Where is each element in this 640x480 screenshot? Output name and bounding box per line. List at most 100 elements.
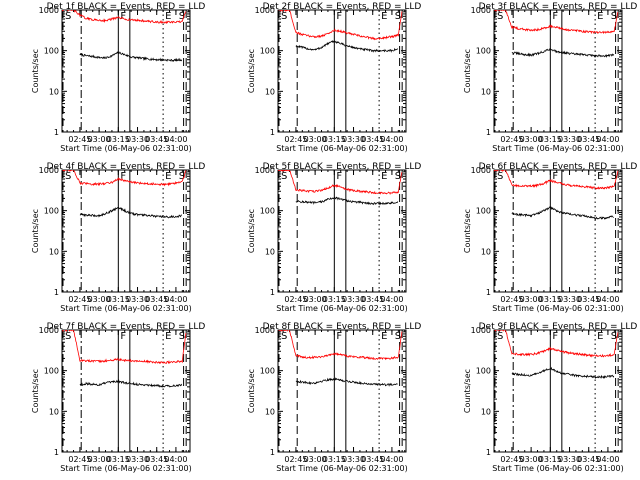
y-tick-label: 1 <box>270 288 275 297</box>
x-tick-label: 03:45 <box>577 295 600 304</box>
x-tick-label: 03:15 <box>539 455 562 464</box>
plot-frame <box>61 9 191 133</box>
x-tick-label: 03:30 <box>558 295 581 304</box>
event-marker-label: E <box>597 11 603 22</box>
lld-series-line <box>62 170 187 187</box>
chart-panel-4f: Det 4f BLACK = Events, RED = LLD 1 10 100 10… <box>31 162 205 313</box>
lld-series-line <box>278 10 403 41</box>
x-axis-title: Start Time (06-May-06 02:31:00) <box>60 464 191 473</box>
panel-title: Det 7f BLACK = Events, RED = LLD <box>47 322 206 332</box>
event-marker-label: S <box>395 11 401 22</box>
x-tick-label: 02:45 <box>500 295 523 304</box>
y-tick-label: 100 <box>476 207 491 216</box>
x-tick-label: 03:15 <box>107 295 130 304</box>
y-tick-label: 10 <box>481 87 491 96</box>
y-tick-label: 1 <box>270 448 275 457</box>
panel-title: Det 4f BLACK = Events, RED = LLD <box>47 162 206 172</box>
x-axis-title: Start Time (06-May-06 02:31:00) <box>492 144 623 153</box>
x-tick-label: 03:00 <box>520 295 543 304</box>
y-tick-label: 1000 <box>255 166 275 175</box>
x-tick-label: 03:45 <box>145 295 168 304</box>
x-axis-title: Start Time (06-May-06 02:31:00) <box>492 304 623 313</box>
y-tick-label: 1 <box>54 448 59 457</box>
y-tick-label: 1000 <box>471 6 491 15</box>
x-tick-label: 04:00 <box>164 295 187 304</box>
event-marker-label: E <box>381 11 387 22</box>
x-tick-label: 02:45 <box>284 455 307 464</box>
x-axis-title: Start Time (06-May-06 02:31:00) <box>60 304 191 313</box>
y-tick-label: 1 <box>54 128 59 137</box>
lld-series-line <box>494 10 619 35</box>
x-tick-label: 03:45 <box>361 135 384 144</box>
y-tick-label: 1 <box>486 288 491 297</box>
panel-title: Det 1f BLACK = Events, RED = LLD <box>47 2 206 12</box>
x-tick-label: 03:00 <box>520 455 543 464</box>
y-tick-label: 1000 <box>39 166 59 175</box>
event-marker-label: F <box>336 171 342 182</box>
x-tick-label: 03:45 <box>577 455 600 464</box>
chart-panel-6f: Det 6f BLACK = Events, RED = LLD 1 10 100 10… <box>463 162 637 313</box>
x-tick-label: 03:30 <box>342 135 365 144</box>
y-tick-label: 100 <box>476 367 491 376</box>
lld-series-line <box>494 170 619 190</box>
lld-series-line <box>278 170 403 195</box>
event-marker-label: F <box>120 331 126 342</box>
event-marker-label: S <box>65 11 71 22</box>
event-marker-label: F <box>552 331 558 342</box>
x-tick-label: 03:30 <box>126 455 149 464</box>
x-axis-title: Start Time (06-May-06 02:31:00) <box>276 464 407 473</box>
x-tick-label: 04:00 <box>380 295 403 304</box>
panel-title: Det 8f BLACK = Events, RED = LLD <box>263 322 422 332</box>
y-axis-title: Counts/sec <box>31 49 40 93</box>
events-series-line <box>511 206 614 220</box>
event-marker-label: E <box>165 171 171 182</box>
x-tick-label: 03:45 <box>361 295 384 304</box>
event-marker-label: S <box>281 331 287 342</box>
x-tick-label: 02:45 <box>68 295 91 304</box>
events-series-line <box>79 206 182 219</box>
x-tick-label: 02:45 <box>500 135 523 144</box>
event-marker-label: F <box>336 11 342 22</box>
y-tick-label: 1000 <box>255 6 275 15</box>
event-marker-label: S <box>497 331 503 342</box>
x-tick-label: 03:15 <box>323 455 346 464</box>
panel-title: Det 6f BLACK = Events, RED = LLD <box>479 162 638 172</box>
x-tick-label: 03:15 <box>107 455 130 464</box>
event-marker-label: S <box>179 331 185 342</box>
x-tick-label: 03:15 <box>539 295 562 304</box>
x-tick-label: 03:15 <box>539 135 562 144</box>
event-marker-label: E <box>165 331 171 342</box>
y-tick-label: 10 <box>481 247 491 256</box>
x-tick-label: 03:30 <box>558 135 581 144</box>
x-tick-label: 03:30 <box>126 135 149 144</box>
x-tick-label: 04:00 <box>164 135 187 144</box>
y-axis-title: Counts/sec <box>463 369 472 413</box>
x-tick-label: 03:00 <box>304 135 327 144</box>
y-tick-label: 1000 <box>471 166 491 175</box>
x-axis-title: Start Time (06-May-06 02:31:00) <box>492 464 623 473</box>
x-tick-label: 02:45 <box>68 135 91 144</box>
chart-panel-1f: Det 1f BLACK = Events, RED = LLD 1 10 100 10… <box>31 2 205 153</box>
event-marker-label: E <box>597 331 603 342</box>
x-tick-label: 03:15 <box>323 295 346 304</box>
lld-series-line <box>62 330 187 365</box>
event-marker-label: S <box>179 11 185 22</box>
panel-title: Det 2f BLACK = Events, RED = LLD <box>263 2 422 12</box>
chart-panel-5f: Det 5f BLACK = Events, RED = LLD 1 10 100 10… <box>247 162 421 313</box>
event-marker-label: S <box>497 171 503 182</box>
event-marker-label: S <box>281 11 287 22</box>
y-axis-title: Counts/sec <box>247 209 256 253</box>
x-tick-label: 03:45 <box>577 135 600 144</box>
event-marker-label: S <box>395 331 401 342</box>
x-tick-label: 03:45 <box>361 455 384 464</box>
x-tick-label: 03:15 <box>323 135 346 144</box>
chart-panel-9f: Det 9f BLACK = Events, RED = LLD 1 10 100 10… <box>463 322 637 473</box>
event-marker-label: S <box>281 171 287 182</box>
x-axis-title: Start Time (06-May-06 02:31:00) <box>60 144 191 153</box>
x-tick-label: 03:45 <box>145 455 168 464</box>
lld-series-line <box>62 10 187 25</box>
y-tick-label: 10 <box>265 87 275 96</box>
y-axis-title: Counts/sec <box>31 209 40 253</box>
x-tick-label: 03:30 <box>558 455 581 464</box>
